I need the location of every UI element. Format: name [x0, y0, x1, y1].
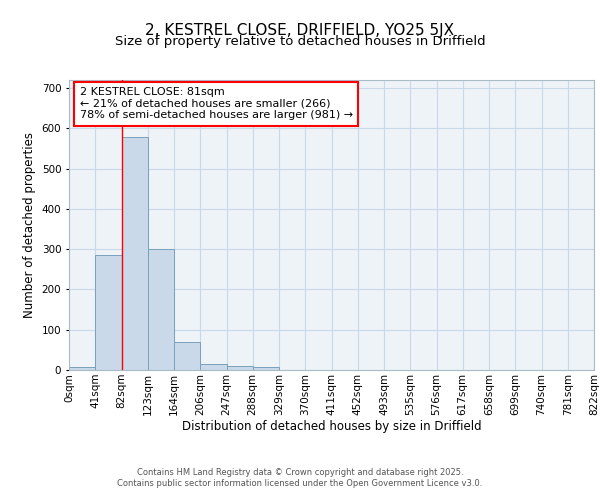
Bar	[253, 367, 279, 370]
Bar	[148, 249, 174, 370]
Text: 2 KESTREL CLOSE: 81sqm
← 21% of detached houses are smaller (266)
78% of semi-de: 2 KESTREL CLOSE: 81sqm ← 21% of detached…	[79, 87, 353, 120]
Bar	[95, 255, 121, 370]
X-axis label: Distribution of detached houses by size in Driffield: Distribution of detached houses by size …	[182, 420, 481, 434]
Text: Contains HM Land Registry data © Crown copyright and database right 2025.
Contai: Contains HM Land Registry data © Crown c…	[118, 468, 482, 487]
Text: 2, KESTREL CLOSE, DRIFFIELD, YO25 5JX: 2, KESTREL CLOSE, DRIFFIELD, YO25 5JX	[145, 22, 455, 38]
Bar	[121, 137, 148, 370]
Bar	[174, 342, 200, 370]
Bar	[227, 366, 253, 370]
Bar	[200, 364, 227, 370]
Y-axis label: Number of detached properties: Number of detached properties	[23, 132, 36, 318]
Text: Size of property relative to detached houses in Driffield: Size of property relative to detached ho…	[115, 35, 485, 48]
Bar	[69, 367, 95, 370]
